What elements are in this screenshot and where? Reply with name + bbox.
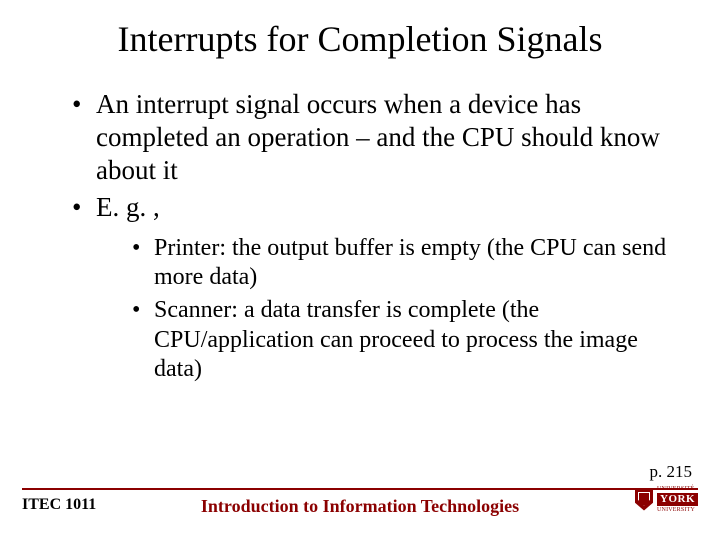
page-reference: p. 215 <box>650 462 693 482</box>
logo-bottom-text: UNIVERSITY <box>657 507 698 513</box>
bullet-list-level1: An interrupt signal occurs when a device… <box>36 88 684 384</box>
course-title: Introduction to Information Technologies <box>0 496 720 517</box>
slide-title: Interrupts for Completion Signals <box>36 18 684 60</box>
bullet-text: E. g. , <box>96 192 160 222</box>
logo-top-text: UNIVERSITÉ <box>657 486 698 492</box>
sub-bullet-item: Printer: the output buffer is empty (the… <box>132 234 684 293</box>
university-logo: UNIVERSITÉ YORK UNIVERSITY <box>635 486 698 513</box>
sub-bullet-item: Scanner: a data transfer is complete (th… <box>132 296 684 384</box>
footer: ITEC 1011 Introduction to Information Te… <box>0 488 720 526</box>
bullet-item: E. g. , Printer: the output buffer is em… <box>72 191 684 384</box>
bullet-item: An interrupt signal occurs when a device… <box>72 88 684 187</box>
shield-icon <box>635 489 653 511</box>
footer-divider <box>22 488 698 490</box>
logo-name: YORK <box>657 493 698 506</box>
slide: Interrupts for Completion Signals An int… <box>0 0 720 540</box>
bullet-list-level2: Printer: the output buffer is empty (the… <box>96 234 684 384</box>
logo-text: UNIVERSITÉ YORK UNIVERSITY <box>657 486 698 513</box>
